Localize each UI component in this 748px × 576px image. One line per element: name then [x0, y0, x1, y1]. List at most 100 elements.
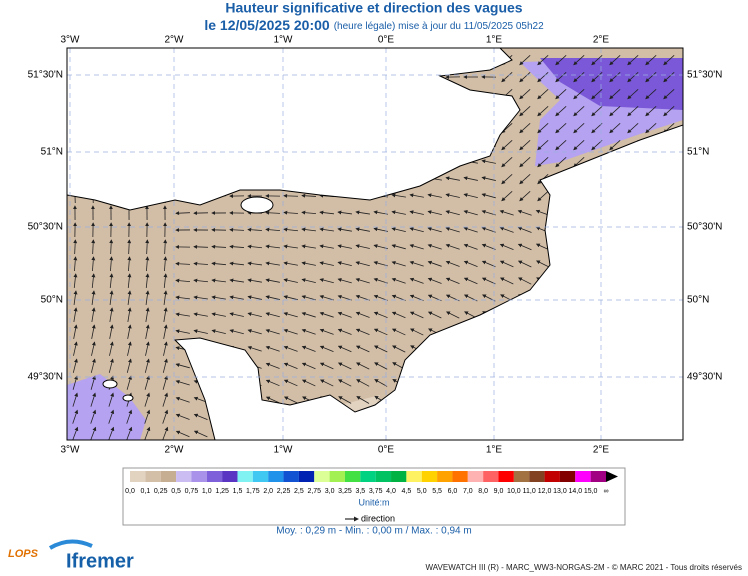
wave-arrow: [175, 295, 190, 300]
wave-arrow: [91, 273, 96, 289]
france: [173, 124, 683, 440]
lat-label-left: 51°N: [41, 147, 63, 158]
colorbar-label: 13,0: [553, 488, 567, 495]
wave-arrow: [127, 239, 132, 255]
wave-arrow: [163, 256, 168, 272]
color-swatch: [559, 471, 576, 482]
wave-arrow: [126, 375, 132, 390]
colorbar-label: 5,0: [417, 488, 427, 495]
wave-arrow: [481, 260, 496, 268]
wave-arrow: [519, 139, 531, 151]
color-swatch: [498, 471, 514, 482]
colorbar-label: 0,0: [125, 488, 135, 495]
wave-arrow: [301, 362, 316, 370]
wave-arrow: [144, 375, 150, 390]
wave-arrow: [109, 290, 114, 305]
wave-arrow: [108, 358, 114, 373]
wave-arrow: [175, 329, 190, 334]
wave-arrow: [90, 426, 97, 440]
lat-label-right: 51°30'N: [687, 70, 722, 81]
wave-arrow: [247, 329, 262, 335]
wave-arrow: [501, 71, 513, 83]
wave-arrow: [301, 295, 316, 301]
wave-arrow: [91, 290, 96, 305]
wave-arrow: [90, 375, 96, 390]
wave-arrow: [609, 88, 621, 100]
color-swatch: [483, 471, 499, 482]
wave-arrow: [555, 105, 567, 117]
wave-arrow: [127, 324, 132, 339]
lat-label-right: 49°30'N: [687, 372, 722, 383]
wave-arrow: [283, 193, 299, 198]
wave-arrow: [645, 105, 657, 117]
wave-arrow: [127, 307, 132, 322]
wave-arrow: [481, 176, 496, 181]
color-swatch: [575, 471, 591, 482]
wave-arrow: [229, 295, 244, 300]
wave-arrow: [663, 105, 675, 117]
wave-arrow: [193, 295, 208, 300]
wave-arrow: [391, 210, 406, 215]
wave-arrow: [109, 341, 114, 356]
wave-arrow: [555, 139, 567, 151]
colorbar: 0,0 0,1 0,25 0,5 0,75 1,0 1,25 1,5 1,75 2,0 2,25 2,…: [125, 471, 618, 495]
wave-arrow: [265, 244, 280, 249]
wave-arrow: [445, 227, 460, 233]
wave-arrow: [445, 210, 460, 216]
wave-arrow: [499, 260, 514, 268]
wave-arrow: [445, 243, 460, 250]
colorbar-label: 2,5: [294, 488, 304, 495]
wave-arrow: [499, 243, 514, 250]
colorbar-label: 0,75: [185, 488, 199, 495]
title: Hauteur significative et direction des v…: [225, 0, 522, 16]
wave-arrow: [355, 294, 370, 301]
wave-arrow: [91, 341, 96, 356]
lon-label-top: 0°E: [378, 35, 395, 46]
wave-arrow: [373, 210, 388, 215]
wave-arrow: [283, 210, 299, 215]
wave-arrow: [591, 139, 603, 151]
wave-arrow: [517, 260, 532, 268]
wave-arrow: [535, 260, 550, 268]
colorbar-label: 0,25: [154, 488, 168, 495]
wave-arrow: [373, 311, 388, 318]
colorbar-label: 3,0: [325, 488, 335, 495]
wave-arrow: [319, 244, 334, 249]
wave-arrow: [229, 312, 244, 317]
lon-label-bottom: 1°W: [274, 445, 294, 456]
wave-arrow: [645, 122, 657, 134]
color-swatch: [544, 471, 560, 482]
wave-arrow: [355, 328, 370, 336]
color-swatch: [176, 471, 192, 482]
colorbar-label: 0,5: [171, 488, 181, 495]
wave-arrow: [591, 105, 603, 117]
wave-arrow: [162, 392, 169, 407]
wave-arrow: [373, 345, 388, 353]
wave-arrow: [537, 156, 549, 168]
wave-arrow: [519, 156, 531, 168]
colorbar-label: 4,5: [402, 488, 412, 495]
wave-arrow: [427, 193, 442, 198]
wave-arrow: [301, 328, 316, 335]
wave-arrow: [663, 71, 675, 83]
wave-arrow: [163, 273, 168, 289]
color-swatch: [452, 471, 468, 482]
wave-arrow: [373, 294, 388, 301]
color-swatch: [206, 471, 223, 482]
wave-arrow: [91, 256, 96, 272]
isle-of-wight: [240, 196, 274, 214]
wave-arrow: [537, 54, 549, 66]
colorbar-label: 11,0: [523, 488, 536, 495]
wave-arrow: [555, 71, 567, 83]
wave-arrow: [519, 105, 531, 117]
wave-arrow: [445, 260, 460, 267]
wave-arrow: [126, 358, 132, 373]
wave-arrow: [391, 311, 406, 319]
wave-arrow: [409, 277, 424, 284]
wave-arrow: [319, 210, 334, 215]
wave-arrow: [91, 324, 96, 339]
color-swatch: [222, 471, 238, 482]
wave-arrow: [337, 311, 352, 318]
wave-arrow: [283, 261, 298, 266]
